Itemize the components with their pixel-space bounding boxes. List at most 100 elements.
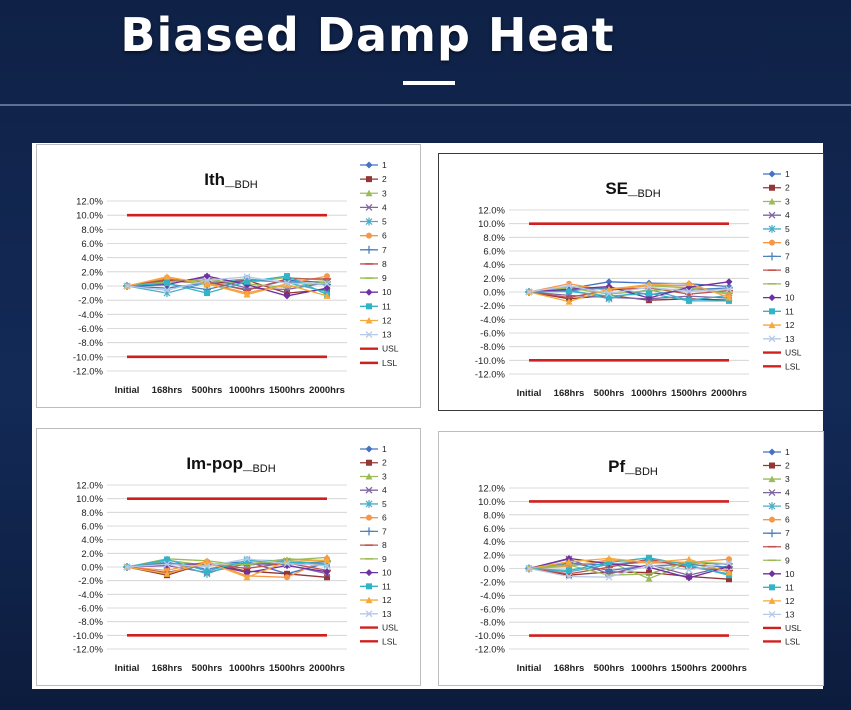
chart-im-pop: Im-pop_BDH 12.0% 10.0% 8.0% 6.0% 4.0% 2.0% 0.0%… <box>36 428 421 686</box>
legend-label: 7 <box>382 526 387 536</box>
legend-entry: LSL <box>763 636 800 646</box>
data-point <box>324 574 330 581</box>
y-tick-label: 2.0% <box>483 551 505 562</box>
y-tick-label: 6.0% <box>483 524 505 535</box>
series-line <box>126 558 328 568</box>
data-point <box>244 278 250 285</box>
legend-entry: 9 <box>360 554 387 564</box>
legend-entry: 3 <box>360 188 387 198</box>
legend-label: 6 <box>382 513 387 523</box>
legend-label: LSL <box>382 636 397 646</box>
data-point <box>605 285 613 293</box>
legend-entry: 12 <box>360 315 392 325</box>
legend-label: 11 <box>382 301 391 311</box>
y-tick-label: -8.0% <box>480 618 505 629</box>
legend-marker <box>768 610 776 618</box>
y-tick-label: 2.0% <box>483 274 505 285</box>
legend-entry: 13 <box>360 330 392 340</box>
data-point <box>203 562 211 570</box>
x-tick-label: 168hrs <box>554 388 585 399</box>
legend-entry: 8 <box>763 542 790 552</box>
legend-label: USL <box>382 344 399 354</box>
y-tick-label: -4.0% <box>78 310 103 321</box>
legend-label: 8 <box>382 259 387 269</box>
x-tick-label: 500hrs <box>594 388 625 399</box>
legend-marker <box>366 459 372 466</box>
legend-marker <box>768 252 776 261</box>
y-tick-label: -10.0% <box>73 631 104 642</box>
data-point <box>685 566 693 574</box>
chart-svg: SE_BDH 12.0% 10.0% 8.0% 6.0% 4.0% 2.0% 0.0% -2.0… <box>475 169 802 399</box>
legend-entry: LSL <box>360 358 397 368</box>
legend-entry: 5 <box>763 501 790 511</box>
data-point <box>284 570 290 577</box>
series-line <box>126 275 328 297</box>
legend-label: 5 <box>382 499 387 509</box>
data-point <box>725 278 733 286</box>
legend-label: 6 <box>382 231 387 241</box>
legend-label: 8 <box>785 542 790 552</box>
chart-title: Ith_BDH <box>204 170 258 191</box>
legend-entry: 13 <box>360 609 392 619</box>
data-point <box>725 293 733 301</box>
data-point <box>645 561 653 569</box>
series-12 <box>123 273 331 299</box>
series-13 <box>525 282 733 297</box>
legend-label: 9 <box>785 555 790 565</box>
legend-label: 10 <box>785 293 795 303</box>
legend-marker <box>768 335 776 343</box>
legend-entry: 9 <box>763 555 790 565</box>
legend-label: 2 <box>785 461 790 471</box>
legend-label: 10 <box>785 569 795 579</box>
series-line <box>528 285 730 295</box>
legend-label: 3 <box>382 188 387 198</box>
data-point <box>284 574 290 581</box>
y-tick-label: 8.0% <box>81 508 103 519</box>
y-tick-label: -6.0% <box>480 329 505 340</box>
y-tick-label: -6.0% <box>78 324 103 335</box>
legend-entry: 13 <box>763 334 795 344</box>
legend-entry: USL <box>360 344 399 354</box>
data-point <box>566 280 572 287</box>
data-point <box>323 280 331 288</box>
chart-se[interactable]: SE_BDH 12.0% 10.0% 8.0% 6.0% 4.0% 2.0% 0.0% -2.0… <box>438 153 824 411</box>
y-tick-label: -4.0% <box>78 590 103 601</box>
x-tick-label: 1500hrs <box>671 663 707 674</box>
data-point <box>525 288 533 296</box>
y-tick-label: 0.0% <box>483 564 505 575</box>
legend-entry: 3 <box>763 474 790 484</box>
data-point <box>323 292 331 299</box>
data-point <box>646 290 652 297</box>
legend-marker <box>769 516 775 523</box>
data-point <box>283 279 291 287</box>
data-point <box>323 562 331 570</box>
legend-marker <box>769 308 775 315</box>
legend-label: USL <box>382 623 399 633</box>
data-point <box>204 568 210 575</box>
legend-entry: 6 <box>360 231 387 241</box>
legend-label: 13 <box>382 330 392 340</box>
data-point <box>606 293 612 300</box>
chart-svg: Ith_BDH 12.0% 10.0% 8.0% 6.0% 4.0% 2.0% 0.0% -2.… <box>73 160 399 396</box>
legend-label: 8 <box>382 540 387 550</box>
x-tick-label: 1500hrs <box>671 388 707 399</box>
x-tick-label: 500hrs <box>594 663 625 674</box>
legend-entry: 8 <box>360 259 387 269</box>
data-point <box>646 554 652 561</box>
data-point <box>725 559 733 567</box>
legend-entry: 10 <box>763 569 795 579</box>
legend-label: 12 <box>785 320 795 330</box>
y-tick-label: -8.0% <box>78 338 103 349</box>
legend-marker <box>768 170 776 178</box>
legend-label: 10 <box>382 287 392 297</box>
data-point <box>324 560 330 567</box>
x-tick-label: 168hrs <box>554 663 585 674</box>
data-point <box>646 569 652 576</box>
legend-label: 5 <box>382 217 387 227</box>
series-line <box>528 290 729 302</box>
x-tick-label: 1000hrs <box>631 663 667 674</box>
legend-entry: 11 <box>763 582 794 592</box>
legend-entry: 10 <box>360 287 392 297</box>
legend-label: 11 <box>382 581 391 591</box>
legend-marker <box>768 197 776 205</box>
